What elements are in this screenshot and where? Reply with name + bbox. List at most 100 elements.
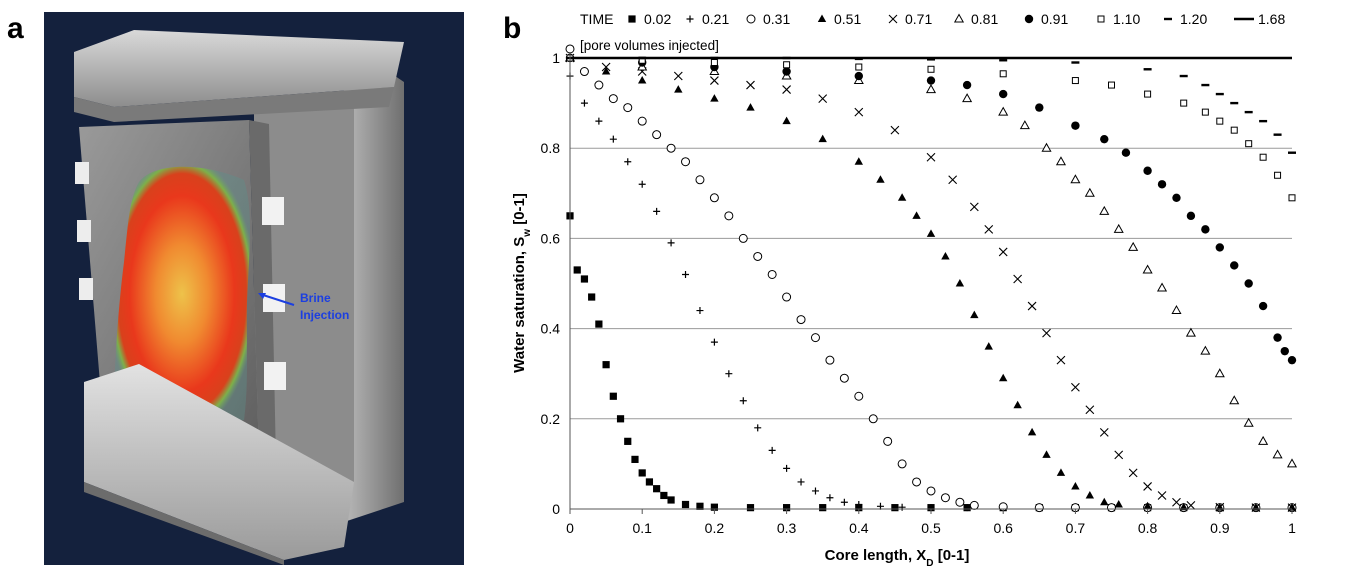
series-0-21: [566, 72, 1296, 512]
data-point: [696, 307, 704, 315]
data-point: [1085, 405, 1095, 415]
data-point: [710, 59, 718, 67]
legend-entry: 1.20: [1164, 11, 1207, 27]
data-point: [782, 292, 792, 302]
x-tick-label: 0.5: [921, 520, 941, 536]
data-point: [810, 333, 820, 343]
data-point: [782, 116, 791, 125]
data-point: [1172, 193, 1181, 203]
data-point: [940, 493, 950, 503]
data-point: [890, 125, 900, 135]
data-point: [638, 180, 646, 188]
data-point: [645, 478, 654, 486]
data-point: [1100, 134, 1109, 144]
data-point: [601, 67, 611, 75]
data-point: [984, 224, 994, 234]
annotation-brine: Brine: [300, 291, 331, 305]
x-tick-label: 0.8: [1138, 520, 1158, 536]
data-point: [969, 202, 979, 212]
data-point: [783, 504, 791, 512]
data-point: [926, 229, 936, 237]
y-axis-label: Water saturation, Sw [0-1]: [511, 193, 533, 373]
data-point: [724, 211, 734, 221]
legend-entry: 0.02: [628, 11, 671, 27]
data-point: [1287, 503, 1297, 513]
data-point: [782, 67, 791, 76]
ct-core-image: Brine Injection: [44, 12, 464, 565]
legend-label: 0.51: [834, 11, 861, 27]
data-point: [891, 504, 899, 512]
data-point: [695, 175, 705, 185]
legend-label: 0.02: [644, 11, 671, 27]
data-point: [1100, 497, 1109, 506]
data-point: [999, 373, 1008, 382]
data-point: [1288, 194, 1296, 202]
data-point: [1230, 126, 1238, 134]
x-tick-label: 1: [1288, 520, 1296, 536]
data-point: [1143, 501, 1152, 510]
data-point: [1258, 301, 1268, 311]
clamp-left-2: [77, 220, 91, 242]
data-point: [710, 76, 719, 85]
clamp-left-3: [79, 278, 93, 300]
data-point: [1280, 346, 1289, 356]
data-point: [912, 477, 922, 487]
data-point: [660, 491, 668, 500]
data-point: [1244, 279, 1253, 288]
y-tick-label: 0.4: [541, 321, 561, 337]
legend-swatch: [888, 14, 898, 24]
axis-layer: 0 0.2 0.4 0.6 0.8 1 0 0.1 0.2 0.3 0.4 0.5 0.6 0.7 0.8 0…: [541, 50, 1297, 536]
data-point: [1128, 468, 1138, 478]
holder-right-side: [344, 42, 404, 522]
legend-swatch: [746, 14, 756, 24]
legend-label: 1.68: [1258, 11, 1285, 27]
data-point: [1034, 503, 1044, 513]
brine-saturation-map: [114, 166, 251, 421]
x-tick-label: 0.4: [849, 520, 869, 536]
data-point: [962, 93, 973, 103]
data-point: [573, 266, 581, 274]
data-point: [955, 279, 965, 287]
data-point: [1071, 382, 1080, 392]
data-point: [855, 500, 863, 508]
data-point: [1128, 241, 1139, 251]
data-point: [999, 59, 1008, 62]
legend-label: 1.20: [1180, 11, 1207, 27]
data-point: [1143, 166, 1152, 175]
data-point: [819, 504, 827, 512]
data-point: [653, 207, 661, 215]
data-point: [1245, 140, 1253, 148]
data-point: [1042, 450, 1051, 458]
data-point: [826, 494, 834, 502]
data-point: [1273, 133, 1282, 136]
data-point: [696, 502, 704, 510]
data-point: [681, 157, 691, 167]
data-point: [588, 293, 596, 301]
data-point: [1230, 261, 1239, 270]
data-point: [962, 80, 972, 90]
data-point: [1071, 481, 1080, 490]
legend-swatch: [686, 15, 694, 23]
data-point: [855, 63, 863, 71]
data-point: [1099, 427, 1109, 437]
legend-entry: 0.71: [888, 11, 932, 27]
data-point: [1172, 497, 1181, 507]
data-point: [1273, 333, 1282, 342]
data-point: [709, 193, 719, 203]
data-point: [616, 415, 625, 423]
clamp-right-3: [264, 362, 286, 390]
y-tick-label: 0.8: [541, 140, 561, 156]
data-point: [868, 414, 878, 424]
data-point: [783, 61, 791, 69]
legend-swatch: [1164, 17, 1172, 21]
data-point: [926, 152, 936, 162]
data-point: [970, 310, 979, 319]
data-point: [1114, 499, 1123, 508]
legend-label: 0.71: [905, 11, 932, 27]
data-point: [1186, 501, 1196, 510]
data-point: [1121, 148, 1131, 157]
legend-label: 0.21: [702, 11, 729, 27]
data-point: [710, 94, 719, 102]
data-point: [926, 76, 936, 85]
saturation-chart: 00.20.40.60.810 0.1 0.2 0.3 0.4 0.5 0.6 0.7 0.8 0…: [511, 11, 1298, 567]
